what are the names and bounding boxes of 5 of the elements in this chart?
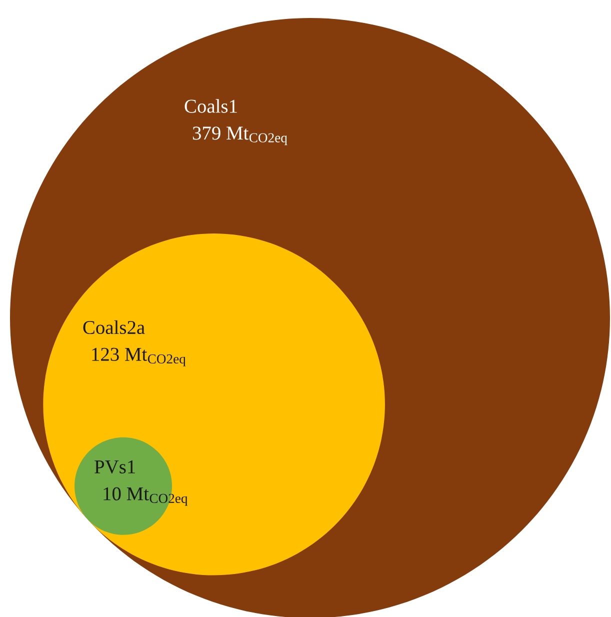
- category-label: Coals2a: [83, 320, 145, 334]
- data-label: 379 Mt$_{CO2eq}$: [192, 126, 288, 146]
- category-label: Coals1: [184, 99, 237, 113]
- data-label: 123 Mt$_{CO2eq}$: [92, 348, 186, 366]
- category-label: PVs1: [94, 460, 136, 474]
